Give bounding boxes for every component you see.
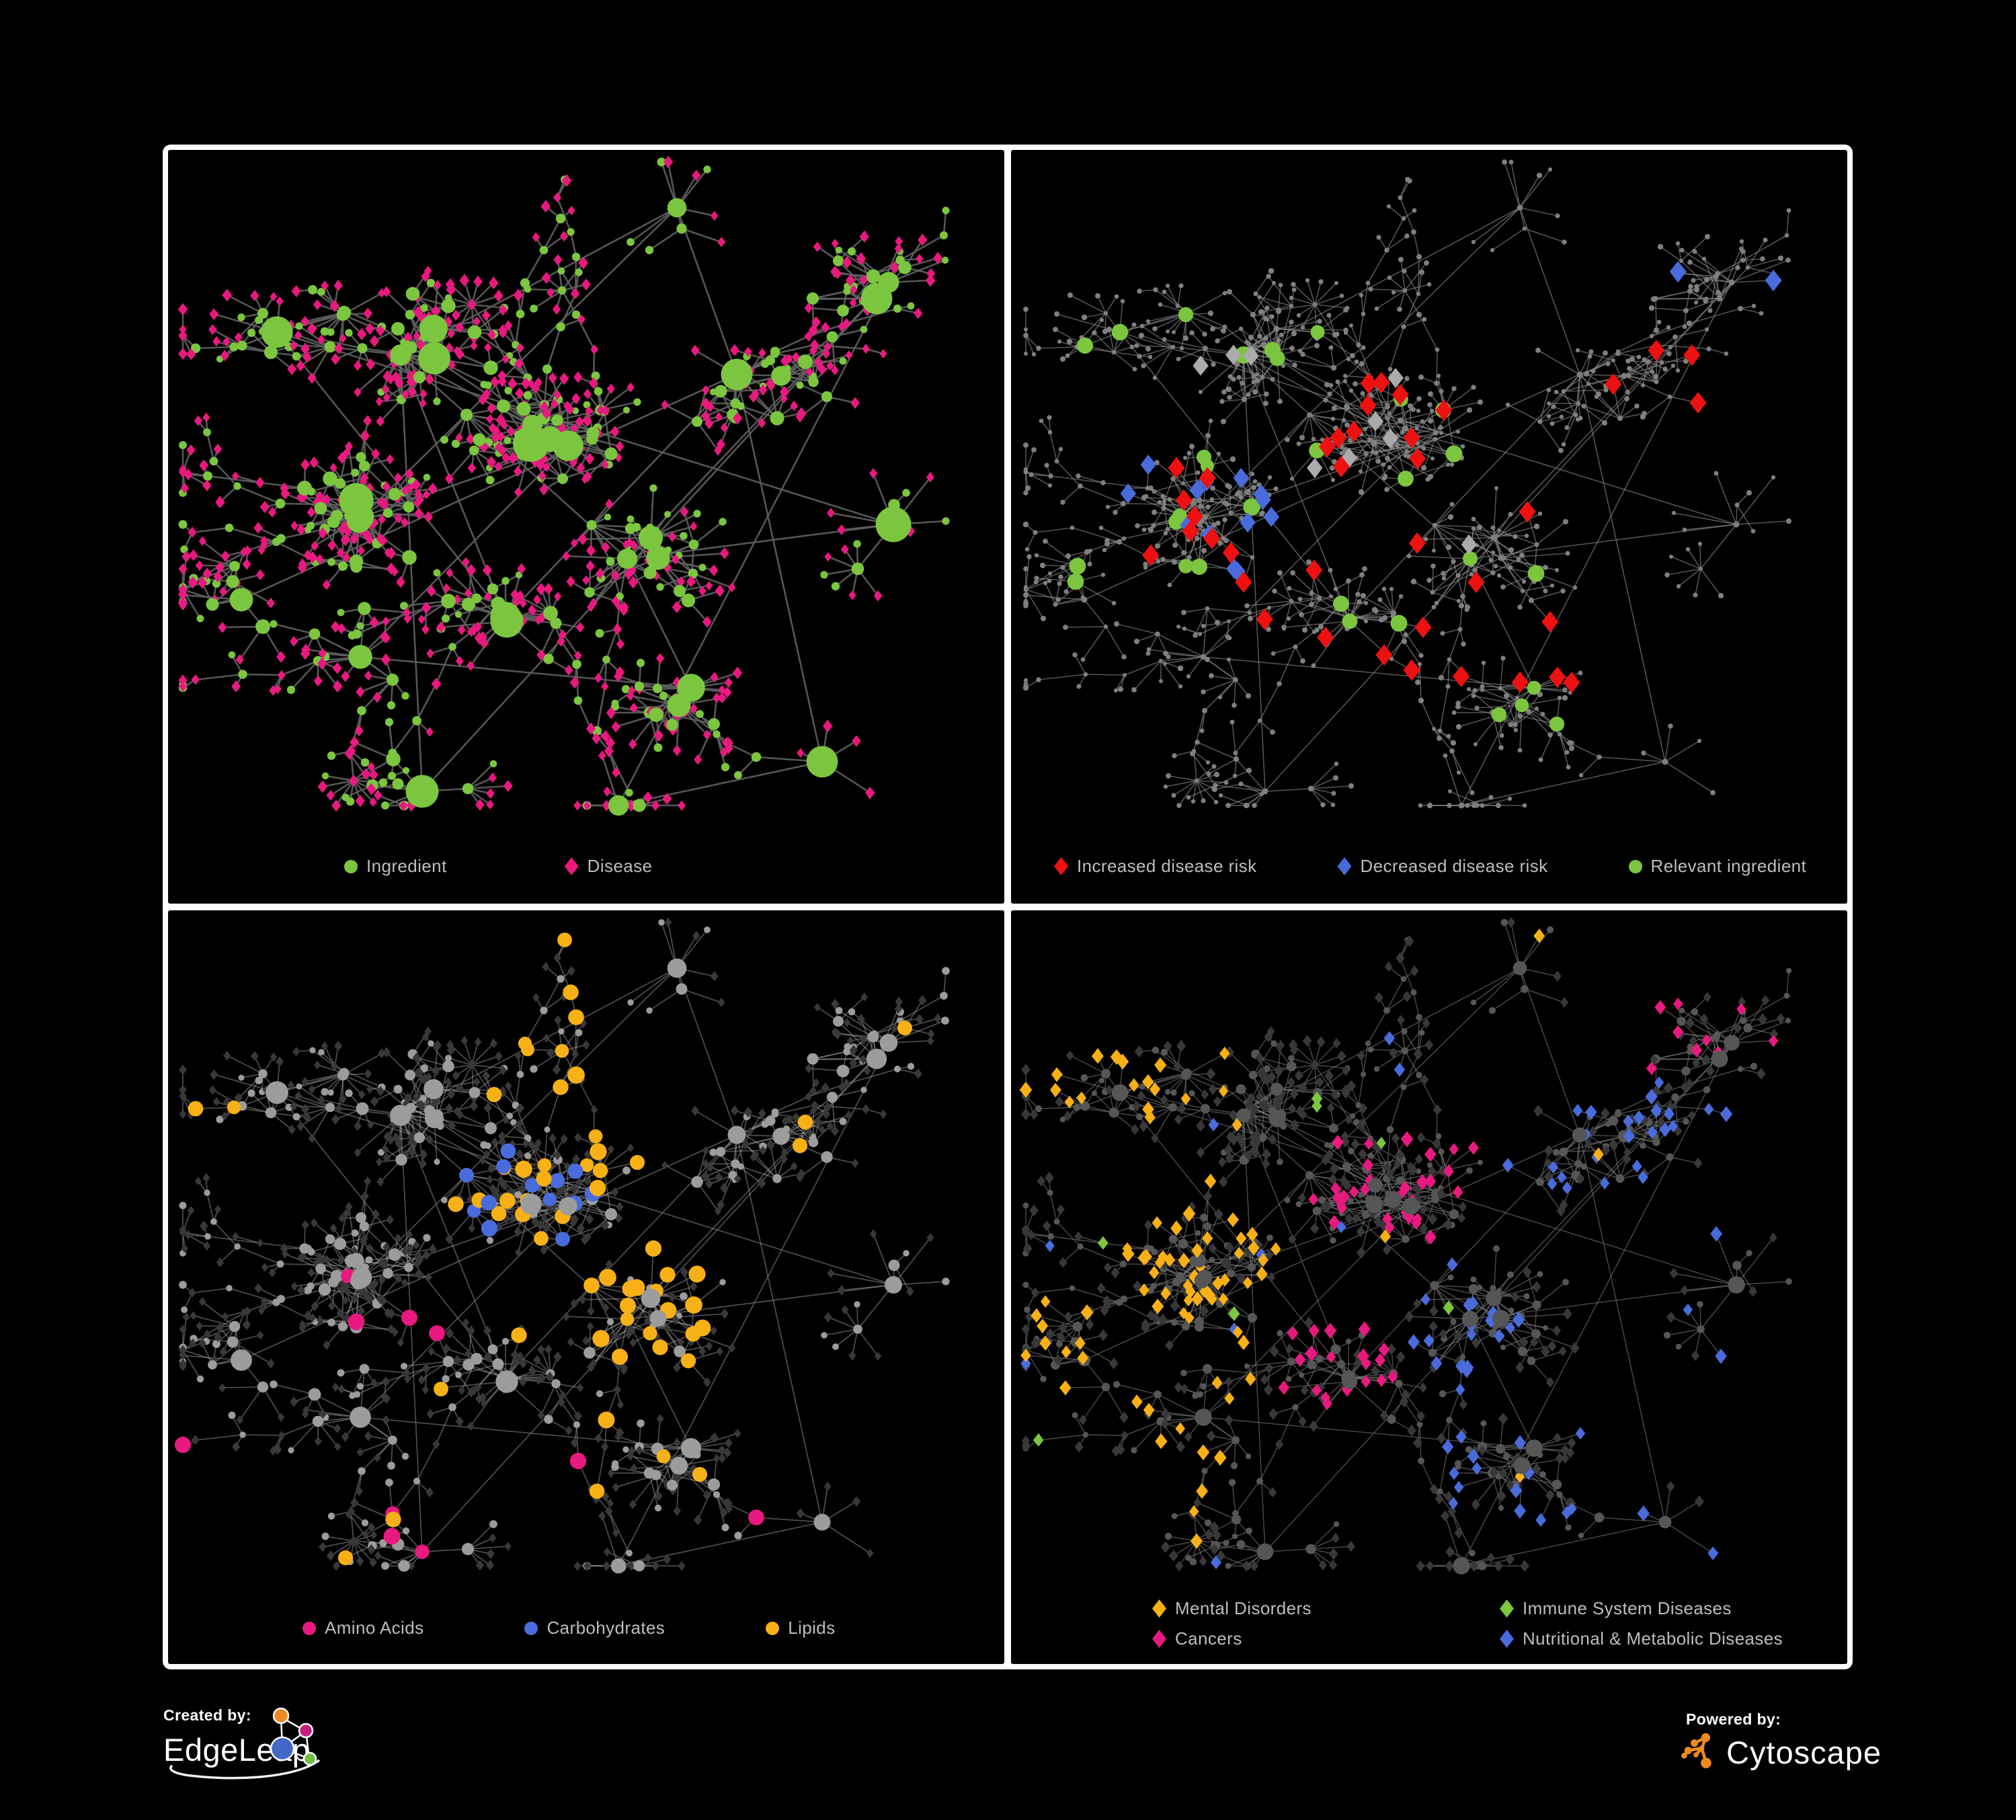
cancers-diamond-icon bbox=[1152, 1630, 1166, 1648]
increased-risk-diamond-icon bbox=[1054, 857, 1068, 875]
relevant-ingredient-circle-icon bbox=[1628, 859, 1642, 873]
legend-item-lipids: Lipids bbox=[766, 1618, 835, 1638]
powered-by-label: Powered by: bbox=[1686, 1710, 1781, 1728]
lipids-circle-icon bbox=[766, 1621, 780, 1635]
immune-diseases-diamond-icon bbox=[1500, 1599, 1514, 1618]
legend-label: Relevant ingredient bbox=[1650, 856, 1807, 876]
legend-item-ingredient: Ingredient bbox=[344, 856, 447, 877]
cytoscape-logo-icon bbox=[1681, 1733, 1711, 1769]
legend-label: Carbohydrates bbox=[547, 1618, 666, 1638]
legend-item-relevant-ingredient: Relevant ingredient bbox=[1628, 856, 1807, 877]
panel-grid: Ingredient Disease Increased disease ris… bbox=[163, 145, 1853, 1669]
legend-item-amino-acids: Amino Acids bbox=[303, 1618, 424, 1638]
network-graph-disease-categories bbox=[1019, 917, 1792, 1575]
legend-ingredient-disease: Ingredient Disease bbox=[344, 856, 652, 877]
legend-item-nutritional-metabolic: Nutritional & Metabolic Diseases bbox=[1500, 1628, 1783, 1649]
legend-nutrient-classes: Amino Acids Carbohydrates Lipids bbox=[303, 1618, 836, 1638]
legend-item-increased-risk: Increased disease risk bbox=[1054, 856, 1256, 877]
legend-label: Decreased disease risk bbox=[1360, 856, 1548, 876]
legend-item-cancers: Cancers bbox=[1152, 1628, 1500, 1649]
decreased-risk-diamond-icon bbox=[1337, 857, 1352, 875]
edgeleap-swoosh bbox=[169, 1759, 321, 1780]
created-by-label: Created by: bbox=[163, 1706, 251, 1724]
legend-item-immune-system-diseases: Immune System Diseases bbox=[1500, 1598, 1783, 1619]
legend-label: Immune System Diseases bbox=[1523, 1598, 1732, 1618]
legend-item-decreased-risk: Decreased disease risk bbox=[1337, 856, 1547, 877]
legend-item-carbohydrates: Carbohydrates bbox=[524, 1618, 665, 1638]
amino-acids-circle-icon bbox=[303, 1621, 316, 1635]
legend-label: Mental Disorders bbox=[1175, 1598, 1312, 1618]
legend-label: Increased disease risk bbox=[1077, 856, 1257, 876]
cytoscape-wordmark: Cytoscape bbox=[1726, 1734, 1882, 1770]
legend-item-mental-disorders: Mental Disorders bbox=[1152, 1598, 1500, 1619]
legend-label: Ingredient bbox=[366, 856, 447, 876]
legend-disease-categories: Mental Disorders Immune System Diseases … bbox=[1152, 1598, 1783, 1649]
carbohydrates-circle-icon bbox=[524, 1621, 538, 1635]
legend-label: Lipids bbox=[788, 1618, 836, 1638]
mental-disorders-diamond-icon bbox=[1152, 1599, 1166, 1618]
panel-ingredient-disease: Ingredient Disease bbox=[168, 150, 1004, 904]
ingredient-circle-icon bbox=[344, 859, 358, 873]
panel-disease-categories: Mental Disorders Immune System Diseases … bbox=[1011, 910, 1847, 1664]
nutritional-metabolic-diamond-icon bbox=[1500, 1630, 1514, 1648]
legend-item-disease: Disease bbox=[564, 856, 653, 877]
legend-label: Amino Acids bbox=[325, 1618, 424, 1638]
legend-label: Nutritional & Metabolic Diseases bbox=[1523, 1628, 1783, 1649]
network-graph-nutrient-classes bbox=[174, 917, 950, 1574]
disease-diamond-icon bbox=[564, 857, 579, 875]
panel-disease-risk: Increased disease risk Decreased disease… bbox=[1011, 150, 1847, 904]
legend-label: Disease bbox=[587, 856, 653, 876]
legend-disease-risk: Increased disease risk Decreased disease… bbox=[1054, 856, 1806, 877]
panel-nutrient-classes: Amino Acids Carbohydrates Lipids bbox=[168, 910, 1004, 1664]
edgeleap-logo-icon bbox=[169, 1707, 321, 1780]
legend-label: Cancers bbox=[1175, 1628, 1242, 1649]
network-graph-disease-risk bbox=[1022, 159, 1791, 809]
network-graph-ingredient-disease bbox=[177, 155, 950, 816]
edgeleap-credit: Created by: EdgeLeap bbox=[163, 1706, 338, 1794]
cytoscape-credit: Powered by: Cytoscape bbox=[1681, 1710, 1882, 1773]
